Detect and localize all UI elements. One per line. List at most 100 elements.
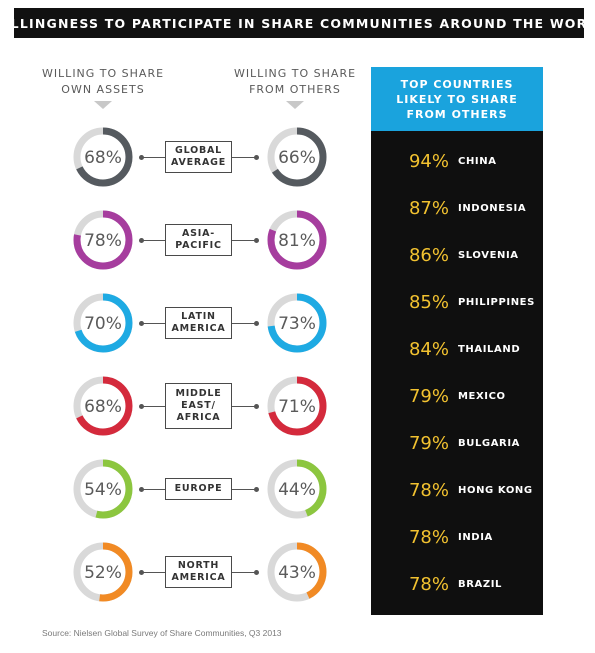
- connector-line: [232, 572, 256, 573]
- from-others-marker: [286, 101, 304, 109]
- top-country-row: 79% MEXICO: [371, 381, 543, 411]
- own-assets-donut-value: 52%: [84, 563, 122, 583]
- top-country-row: 84% THAILAND: [371, 334, 543, 364]
- region-label: LATIN AMERICA: [165, 307, 232, 339]
- top-country-row: 78% INDIA: [371, 522, 543, 552]
- top-country-row: 78% BRAZIL: [371, 569, 543, 599]
- from-others-donut: 66%: [267, 127, 327, 187]
- own-assets-donut-arc: [73, 459, 133, 519]
- connector-line: [232, 157, 256, 158]
- own-assets-donut: 54%: [73, 459, 133, 519]
- top-country-pct: 79%: [408, 385, 449, 407]
- region-label: ASIA- PACIFIC: [165, 224, 232, 256]
- from-others-donut-arc: [267, 376, 327, 436]
- connector-line: [232, 406, 256, 407]
- top-country-name: INDONESIA: [458, 202, 527, 214]
- from-others-donut-arc: [267, 210, 327, 270]
- top-country-row: 94% CHINA: [371, 146, 543, 176]
- connector-dot: [139, 404, 144, 409]
- connector-dot: [254, 487, 259, 492]
- connector-line: [141, 406, 165, 407]
- top-country-row: 79% BULGARIA: [371, 428, 543, 458]
- connector-line: [141, 157, 165, 158]
- connector-line: [141, 323, 165, 324]
- top-country-row: 87% INDONESIA: [371, 193, 543, 223]
- top-country-pct: 84%: [408, 338, 449, 360]
- top-country-name: PHILIPPINES: [458, 296, 535, 308]
- source-note: Source: Nielsen Global Survey of Share C…: [42, 628, 282, 638]
- connector-dot: [139, 321, 144, 326]
- top-country-name: CHINA: [458, 155, 497, 167]
- own-assets-donut: 78%: [73, 210, 133, 270]
- own-assets-donut-arc: [73, 127, 133, 187]
- chart-title: WILLINGNESS TO PARTICIPATE IN SHARE COMM…: [0, 15, 595, 31]
- connector-dot: [254, 321, 259, 326]
- own-assets-donut: 68%: [73, 127, 133, 187]
- top-country-name: MEXICO: [458, 390, 506, 402]
- top-country-name: BRAZIL: [458, 578, 503, 590]
- connector-dot: [254, 404, 259, 409]
- connector-dot: [254, 570, 259, 575]
- own-assets-donut: 70%: [73, 293, 133, 353]
- from-others-donut: 81%: [267, 210, 327, 270]
- connector-line: [232, 489, 256, 490]
- own-assets-donut: 68%: [73, 376, 133, 436]
- region-label: MIDDLE EAST/ AFRICA: [165, 383, 232, 429]
- own-assets-header: WILLING TO SHARE OWN ASSETS: [38, 66, 168, 109]
- from-others-donut: 43%: [267, 542, 327, 602]
- from-others-donut-value: 81%: [278, 231, 316, 251]
- region-label: GLOBAL AVERAGE: [165, 141, 232, 173]
- own-assets-donut-value: 70%: [84, 314, 122, 334]
- from-others-donut: 44%: [267, 459, 327, 519]
- own-assets-donut-value: 54%: [84, 480, 122, 500]
- from-others-donut: 71%: [267, 376, 327, 436]
- connector-line: [141, 572, 165, 573]
- from-others-donut-value: 66%: [278, 148, 316, 168]
- own-assets-donut-value: 68%: [84, 397, 122, 417]
- top-country-row: 85% PHILIPPINES: [371, 287, 543, 317]
- region-label: NORTH AMERICA: [165, 556, 232, 588]
- from-others-donut: 73%: [267, 293, 327, 353]
- from-others-donut-arc: [267, 293, 327, 353]
- top-country-name: INDIA: [458, 531, 493, 543]
- connector-dot: [254, 155, 259, 160]
- connector-dot: [139, 155, 144, 160]
- connector-line: [232, 323, 256, 324]
- from-others-donut-value: 44%: [278, 480, 316, 500]
- connector-dot: [139, 487, 144, 492]
- top-country-pct: 85%: [408, 291, 449, 313]
- top-country-name: THAILAND: [458, 343, 521, 355]
- own-assets-donut-arc: [73, 210, 133, 270]
- top-country-pct: 94%: [408, 150, 449, 172]
- top-country-pct: 87%: [408, 197, 449, 219]
- top-country-pct: 79%: [408, 432, 449, 454]
- top-countries-header-text: TOP COUNTRIES LIKELY TO SHARE FROM OTHER…: [396, 77, 518, 121]
- from-others-donut-value: 73%: [278, 314, 316, 334]
- connector-dot: [254, 238, 259, 243]
- from-others-donut-arc: [267, 459, 327, 519]
- top-country-name: BULGARIA: [458, 437, 521, 449]
- from-others-donut-arc: [267, 542, 327, 602]
- own-assets-donut-value: 78%: [84, 231, 122, 251]
- title-bar: WILLINGNESS TO PARTICIPATE IN SHARE COMM…: [0, 8, 595, 38]
- from-others-donut-value: 71%: [278, 397, 316, 417]
- top-country-pct: 78%: [408, 479, 449, 501]
- own-assets-donut-value: 68%: [84, 148, 122, 168]
- top-countries-panel: [371, 67, 543, 615]
- top-country-name: SLOVENIA: [458, 249, 519, 261]
- own-assets-donut-arc: [73, 376, 133, 436]
- top-country-pct: 78%: [408, 526, 449, 548]
- from-others-header: WILLING TO SHARE FROM OTHERS: [230, 66, 360, 109]
- top-country-row: 86% SLOVENIA: [371, 240, 543, 270]
- own-assets-donut: 52%: [73, 542, 133, 602]
- top-country-name: HONG KONG: [458, 484, 533, 496]
- top-country-row: 78% HONG KONG: [371, 475, 543, 505]
- connector-dot: [139, 570, 144, 575]
- top-countries-header: TOP COUNTRIES LIKELY TO SHARE FROM OTHER…: [371, 67, 543, 131]
- connector-dot: [139, 238, 144, 243]
- own-assets-header-text: WILLING TO SHARE OWN ASSETS: [41, 67, 165, 96]
- from-others-header-text: WILLING TO SHARE FROM OTHERS: [233, 67, 357, 96]
- donut-rings: 68% 66% 78% 81% 70% 73% 68% 71% 54% 44% 52% 43%: [73, 127, 327, 602]
- from-others-donut-arc: [267, 127, 327, 187]
- connector-line: [141, 489, 165, 490]
